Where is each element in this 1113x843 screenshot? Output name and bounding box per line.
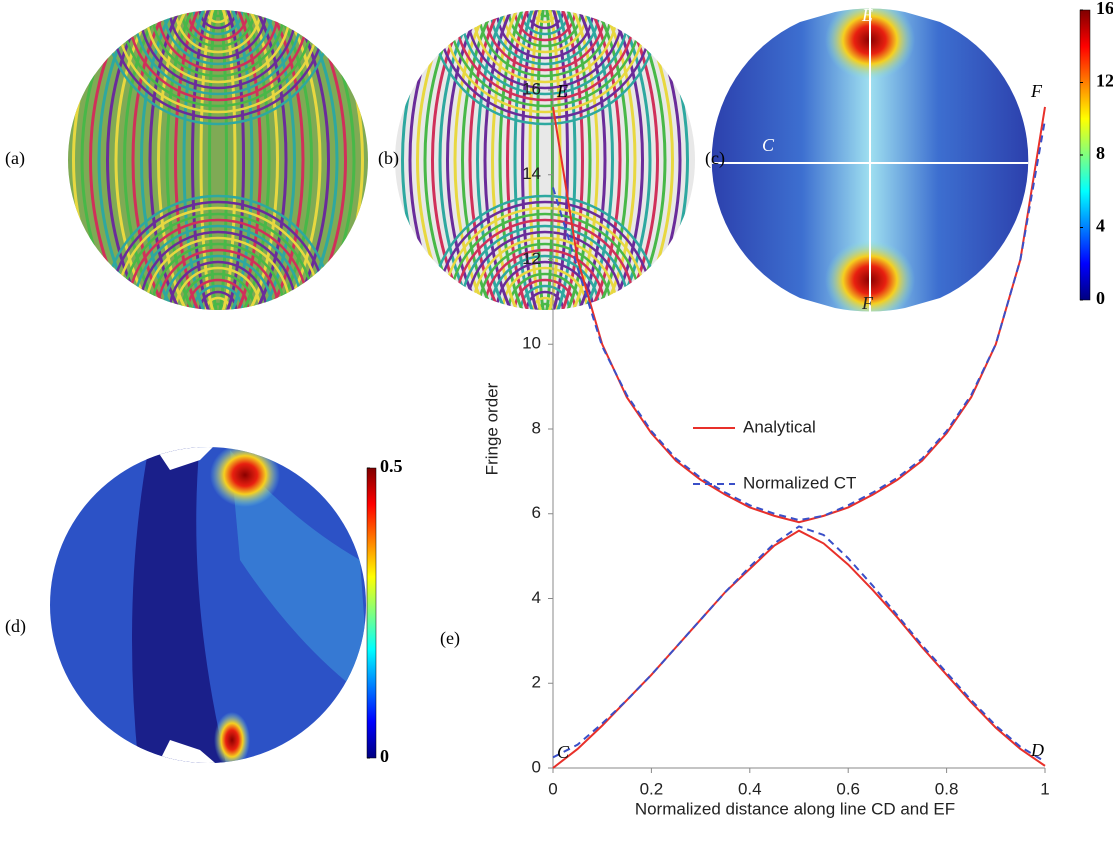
- y-tick-label: 16: [522, 79, 541, 98]
- fringe-image-a: [57, 0, 381, 424]
- x-tick-label: 0.2: [640, 779, 664, 798]
- panel-label: (d): [5, 616, 26, 637]
- y-tick-label: 6: [532, 503, 541, 522]
- curve-label: D: [1030, 740, 1044, 760]
- y-tick-label: 10: [522, 334, 541, 353]
- colorbar-label: 16: [1096, 0, 1113, 18]
- colorbar-label: 8: [1096, 143, 1105, 163]
- point-label: E: [861, 5, 873, 25]
- x-tick-label: 0: [548, 779, 557, 798]
- panel-label: (b): [378, 148, 399, 169]
- point-label: C: [762, 135, 775, 155]
- figure: (a) (b) (c) (d) (e) C D E F Normalized d…: [0, 0, 1113, 843]
- x-axis-title: Normalized distance along line CD and EF: [635, 799, 955, 818]
- legend-label: Normalized CT: [743, 473, 856, 492]
- panel-label: (c): [705, 148, 725, 169]
- curve-label: C: [557, 742, 570, 762]
- line: [553, 531, 1045, 768]
- panel-label: (a): [5, 148, 25, 169]
- curve-label: E: [556, 81, 568, 101]
- y-tick-label: 0: [532, 757, 541, 776]
- legend-label: Analytical: [743, 417, 816, 436]
- x-tick-label: 0.4: [738, 779, 762, 798]
- colorbar-label: 4: [1096, 216, 1105, 236]
- colorbar-label: 0: [380, 746, 389, 766]
- colorbar-label: 0: [1096, 288, 1105, 308]
- panel-label: (e): [440, 628, 460, 649]
- colorbar-label: 0.5: [380, 456, 403, 476]
- y-tick-label: 4: [532, 588, 541, 607]
- x-tick-label: 0.8: [935, 779, 959, 798]
- y-tick-label: 2: [532, 673, 541, 692]
- fringe-image-b: [390, 0, 710, 424]
- colorbar-label: 12: [1096, 71, 1113, 91]
- x-tick-label: 1: [1040, 779, 1049, 798]
- line: [553, 526, 1045, 761]
- error-map-d: [40, 440, 380, 780]
- colorbar-d: [367, 468, 376, 758]
- point-label: F: [861, 293, 874, 313]
- x-tick-label: 0.6: [836, 779, 860, 798]
- y-axis-title: Fringe order: [482, 382, 501, 475]
- y-tick-label: 12: [522, 249, 541, 268]
- y-tick-label: 8: [532, 418, 541, 437]
- point-label: D: [1051, 138, 1065, 158]
- y-tick-label: 14: [522, 164, 541, 183]
- curve-label: F: [1030, 81, 1043, 101]
- stress-map-c: [700, 0, 1040, 330]
